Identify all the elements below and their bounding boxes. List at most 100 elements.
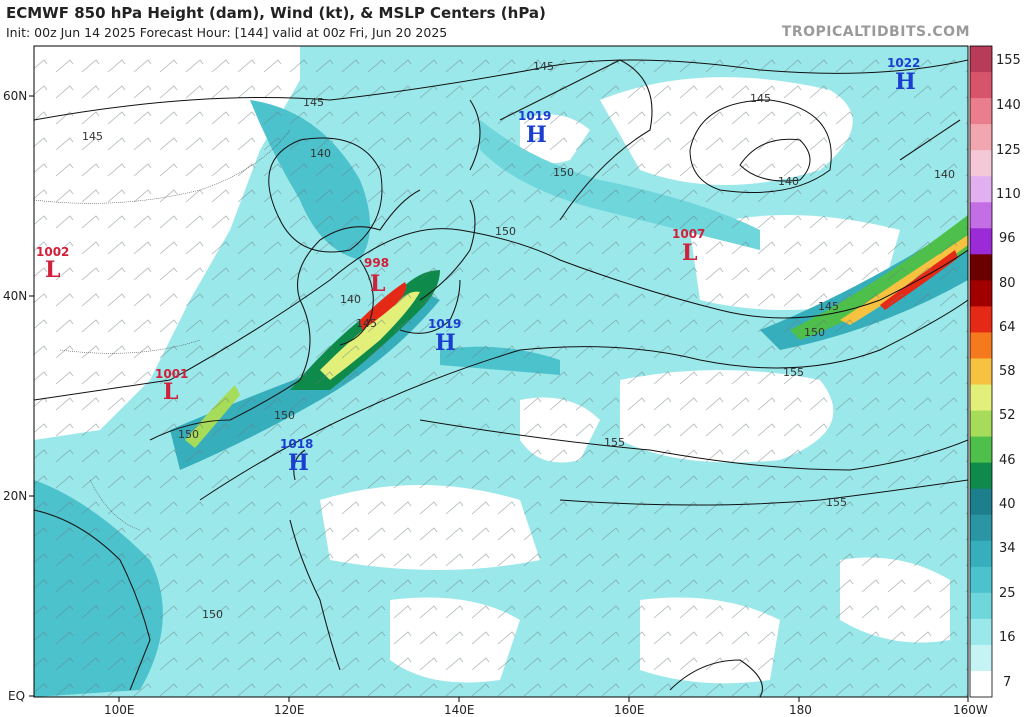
svg-text:1002: 1002: [36, 245, 69, 259]
contour-label: 140: [934, 168, 955, 181]
colorbar-swatch: [970, 644, 992, 672]
colorbar-label: 34: [999, 541, 1016, 556]
contour-labels: 145 145 145 140 150 150 140 145 150 155 …: [82, 60, 955, 621]
svg-text:1019: 1019: [428, 317, 461, 331]
colorbar-swatch: [970, 280, 992, 307]
colorbar-swatch: [970, 176, 992, 203]
coastlines: [34, 59, 961, 697]
contour-label: 145: [533, 60, 554, 73]
svg-text:1019: 1019: [518, 109, 551, 123]
contour-label: 150: [274, 409, 295, 422]
colorbar-label: 96: [999, 231, 1016, 246]
lon-tick-label: 120E: [274, 703, 305, 717]
low-center: 998 L: [364, 256, 389, 297]
colorbar-swatch: [970, 618, 992, 646]
contour-label: 140: [340, 293, 361, 306]
contour-label: 155: [604, 436, 625, 449]
colorbar-label: 58: [999, 364, 1016, 379]
colorbar-swatch: [970, 150, 992, 177]
low-center: 1001 L: [155, 367, 188, 405]
colorbar-label: 110: [996, 187, 1021, 202]
high-center: 1019 H: [428, 317, 461, 356]
contour-label: 150: [553, 166, 574, 179]
contour-label: 150: [804, 326, 825, 339]
wind-colorbar: [969, 45, 993, 698]
colorbar-swatch: [970, 488, 992, 516]
colorbar-swatch: [970, 410, 992, 438]
colorbar-label: 155: [996, 53, 1021, 68]
lon-tick-label: 140E: [444, 703, 475, 717]
lon-tick-label: 100E: [104, 703, 135, 717]
svg-text:L: L: [682, 240, 697, 266]
colorbar-swatch: [970, 228, 992, 255]
colorbar-label: 7: [1003, 675, 1011, 690]
latitude-axis: 60N 40N 20N EQ: [3, 89, 34, 703]
colorbar-swatch: [970, 566, 992, 594]
svg-text:1007: 1007: [672, 227, 705, 241]
colorbar-swatch: [970, 306, 992, 333]
lat-tick-label: 60N: [3, 89, 27, 103]
svg-text:H: H: [435, 330, 456, 356]
height-contours: [34, 59, 968, 506]
contour-label: 155: [826, 496, 847, 509]
svg-text:L: L: [370, 271, 385, 297]
colorbar-frame: [969, 45, 993, 698]
colorbar-swatch: [970, 358, 992, 386]
colorbar-swatch: [970, 254, 992, 281]
colorbar-swatch: [970, 592, 992, 620]
brand-watermark: TROPICALTIDBITS.COM: [781, 24, 970, 40]
colorbar-swatch: [970, 98, 992, 125]
colorbar-label: 80: [999, 276, 1016, 291]
colorbar-label: 25: [999, 586, 1016, 601]
low-center: 1002 L: [36, 245, 69, 283]
svg-text:L: L: [163, 379, 178, 405]
svg-text:H: H: [895, 69, 916, 95]
colorbar-swatch: [970, 670, 992, 698]
colorbar-swatch: [970, 384, 992, 412]
svg-text:1022: 1022: [887, 56, 920, 70]
colorbar-swatch: [970, 514, 992, 542]
low-center: 1007 L: [672, 227, 705, 266]
pressure-centers: 1002 L 1001 L 998 L 1007 L 1019 H 1019 H: [36, 56, 920, 476]
contour-label: 145: [303, 96, 324, 109]
svg-text:H: H: [526, 122, 547, 148]
lon-tick-label: 160W: [953, 703, 988, 717]
contour-label: 145: [82, 130, 103, 143]
colorbar-swatch: [970, 436, 992, 464]
colorbar-swatch: [970, 46, 992, 73]
contour-label: 145: [750, 92, 771, 105]
svg-text:998: 998: [364, 256, 389, 270]
contour-label: 140: [778, 175, 799, 188]
map-title: ECMWF 850 hPa Height (dam), Wind (kt), &…: [6, 4, 546, 22]
longitude-axis: 100E 120E 140E 160E 180 160W: [104, 697, 988, 717]
high-center: 1019 H: [518, 109, 551, 148]
colorbar-swatch: [970, 124, 992, 151]
colorbar-swatch: [970, 72, 992, 99]
contour-label: 140: [310, 147, 331, 160]
map-subtitle: Init: 00z Jun 14 2025 Forecast Hour: [14…: [6, 25, 448, 40]
colorbar-label: 125: [996, 143, 1021, 158]
colorbar-label: 40: [999, 497, 1016, 512]
lon-tick-label: 160E: [614, 703, 645, 717]
lon-tick-label: 180: [789, 703, 812, 717]
contour-label: 150: [202, 608, 223, 621]
contour-label: 155: [783, 366, 804, 379]
colorbar-label: 16: [999, 630, 1016, 645]
colorbar-swatch: [970, 540, 992, 568]
contour-label: 145: [818, 300, 839, 313]
contour-label: 150: [495, 225, 516, 238]
svg-text:1001: 1001: [155, 367, 188, 381]
colorbar-swatch: [970, 462, 992, 490]
contour-label: 145: [356, 317, 377, 330]
svg-text:H: H: [288, 450, 309, 476]
colorbar-label: 64: [999, 320, 1016, 335]
map-area: 145 145 145 140 150 150 140 145 150 155 …: [34, 46, 968, 697]
colorbar-label: 52: [999, 408, 1016, 423]
svg-text:L: L: [45, 257, 60, 283]
colorbar-label: 140: [996, 98, 1021, 113]
contour-label: 150: [178, 428, 199, 441]
lat-tick-label: 20N: [3, 489, 27, 503]
high-center: 1018 H: [280, 437, 313, 476]
lat-tick-label: EQ: [8, 689, 25, 703]
